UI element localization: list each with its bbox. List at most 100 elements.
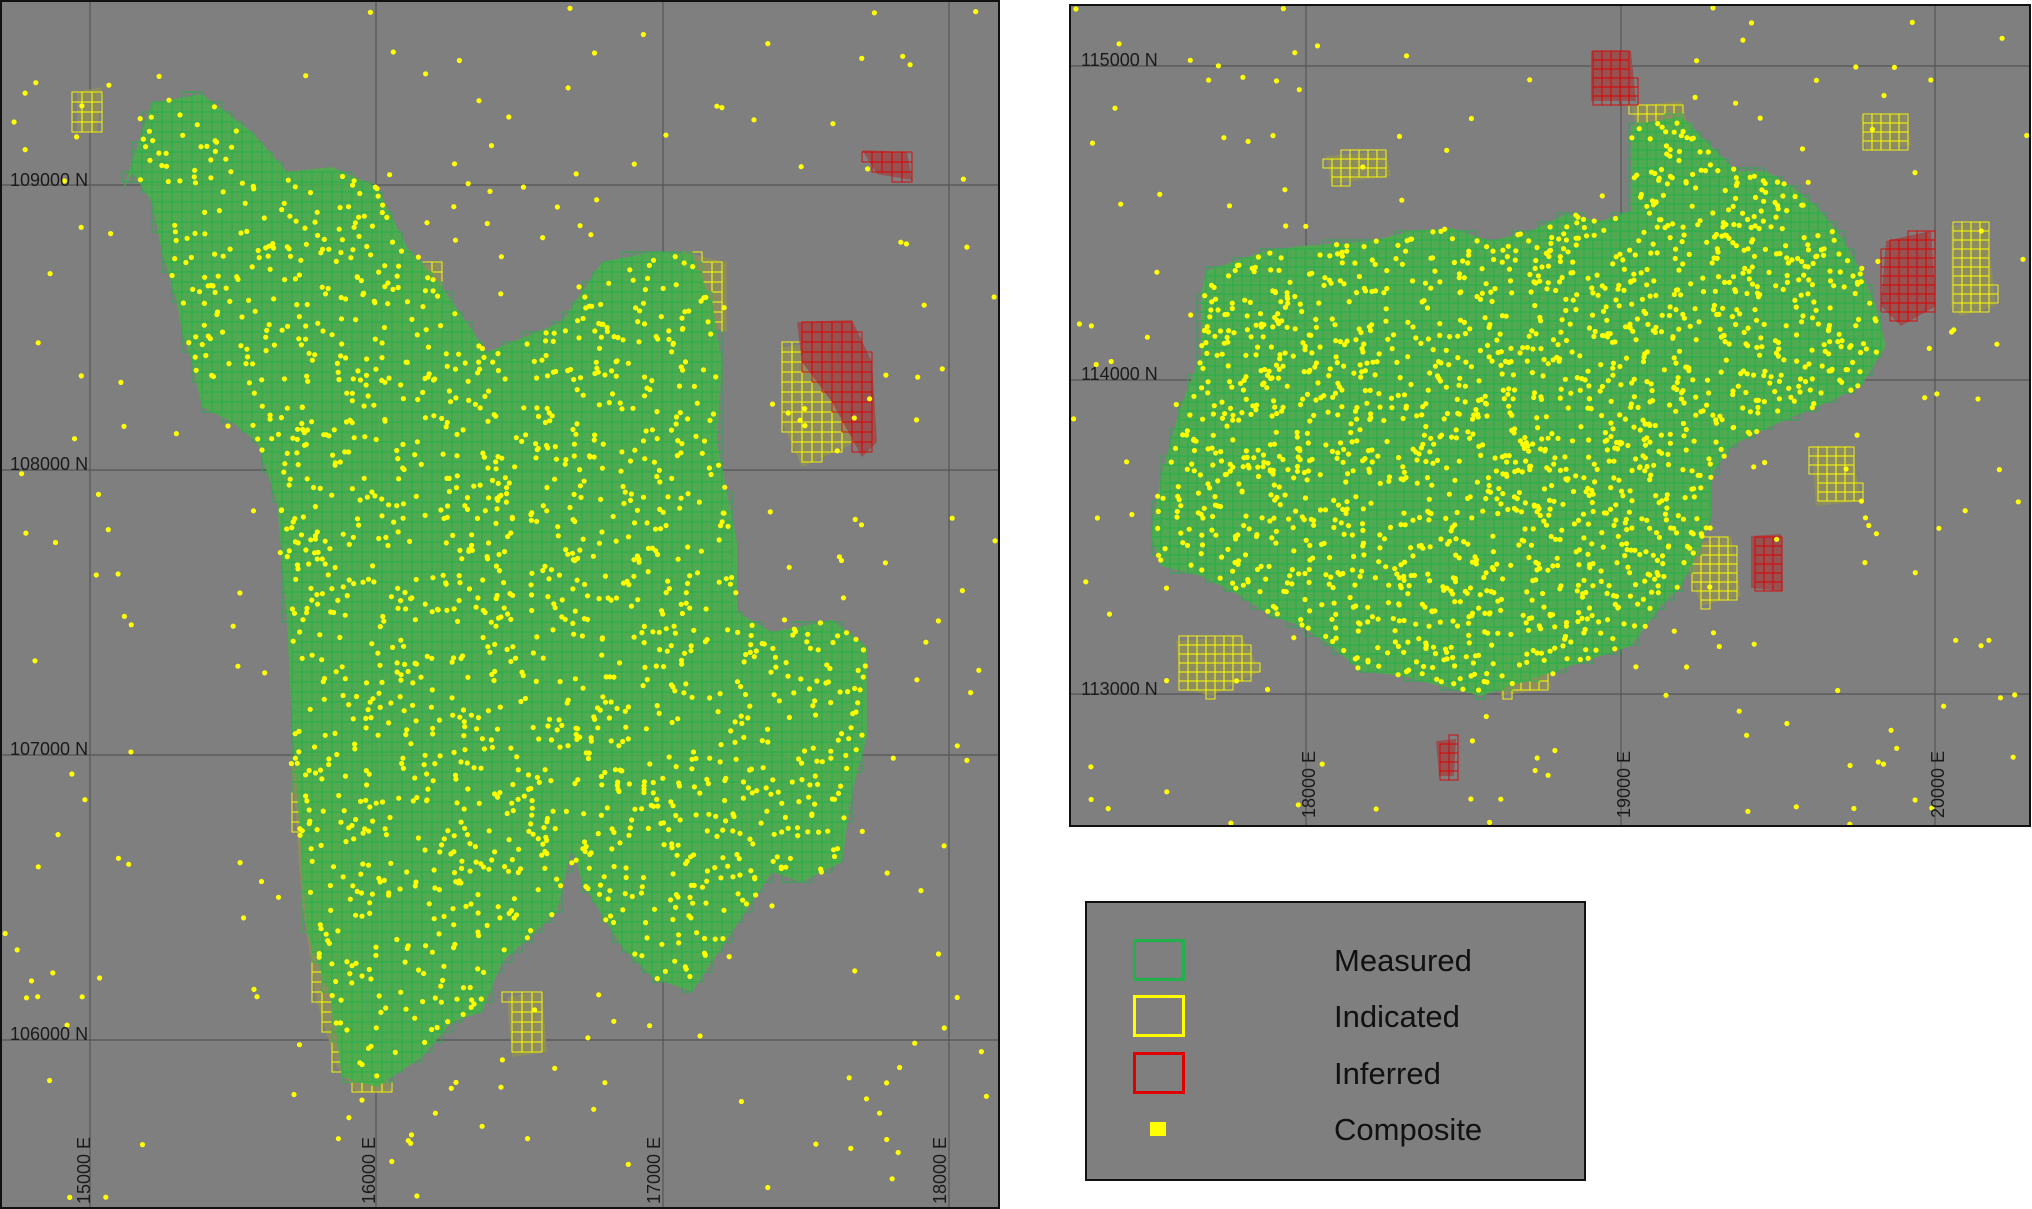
composite-sample xyxy=(330,864,337,870)
composite-sample xyxy=(400,465,406,471)
composite-sample xyxy=(159,162,165,169)
composite-sample xyxy=(772,654,779,660)
composite-sample xyxy=(380,202,386,208)
composite-sample xyxy=(727,581,734,587)
composite-sample xyxy=(454,431,460,437)
composite-sample xyxy=(297,629,303,635)
composite-sample xyxy=(319,556,325,562)
composite-sample xyxy=(604,805,611,811)
composite-sample xyxy=(689,766,695,772)
composite-sample xyxy=(294,302,300,308)
composite-sample xyxy=(495,351,501,357)
composite-sample xyxy=(285,323,291,329)
composite-sample xyxy=(423,943,429,949)
inferred-block-fill xyxy=(862,150,912,180)
composite-sample xyxy=(349,963,355,969)
composite-sample xyxy=(625,736,631,742)
composite-sample xyxy=(599,652,605,658)
composite-sample xyxy=(690,900,696,906)
composite-sample xyxy=(474,515,481,522)
composite-sample xyxy=(573,431,579,437)
composite-sample xyxy=(571,453,577,459)
composite-sample xyxy=(604,324,610,331)
composite-sample xyxy=(501,549,508,555)
composite-sample xyxy=(586,865,592,871)
composite-sample xyxy=(351,178,357,184)
composite-sample xyxy=(454,800,460,806)
indicated-block-cell xyxy=(531,1041,543,1053)
composite-sample xyxy=(289,525,295,531)
composite-sample xyxy=(810,745,816,751)
composite-sample xyxy=(422,415,428,421)
composite-sample xyxy=(509,857,515,863)
composite-sample xyxy=(513,655,519,661)
composite-sample xyxy=(680,367,686,373)
composite-sample xyxy=(550,808,556,814)
composite-sample xyxy=(485,418,491,424)
composite-sample xyxy=(713,374,719,380)
composite-sample xyxy=(687,973,693,980)
composite-sample xyxy=(693,433,699,439)
composite-sample xyxy=(396,263,402,269)
composite-sample xyxy=(387,814,393,821)
composite-sample xyxy=(841,815,847,821)
composite-sample xyxy=(609,846,615,852)
composite-sample xyxy=(363,680,370,686)
composite-sample xyxy=(436,887,442,893)
composite-sample xyxy=(379,513,385,519)
composite-sample xyxy=(530,831,536,837)
composite-sample xyxy=(691,882,697,889)
composite-sample xyxy=(400,441,406,447)
composite-sample xyxy=(285,177,291,183)
composite-sample xyxy=(443,540,449,546)
composite-sample xyxy=(598,301,604,307)
composite-sample xyxy=(493,520,499,527)
composite-sample xyxy=(191,174,197,180)
composite-sample xyxy=(322,291,329,297)
composite-sample xyxy=(706,811,712,817)
composite-sample xyxy=(529,570,535,576)
composite-sample xyxy=(796,799,802,805)
composite-sample xyxy=(481,746,487,752)
composite-sample xyxy=(613,595,620,601)
composite-sample xyxy=(640,683,646,689)
composite-sample xyxy=(438,323,444,329)
composite-sample xyxy=(598,812,605,818)
composite-sample xyxy=(430,575,436,581)
composite-sample xyxy=(455,618,461,625)
composite-sample xyxy=(571,376,577,383)
composite-sample xyxy=(672,958,678,964)
composite-sample xyxy=(489,857,495,863)
composite-sample xyxy=(414,332,420,338)
composite-sample xyxy=(422,601,428,607)
composite-sample xyxy=(300,514,306,520)
composite-sample xyxy=(363,372,370,378)
composite-sample xyxy=(451,749,457,756)
composite-sample xyxy=(533,441,539,447)
composite-sample xyxy=(810,703,816,709)
composite-sample xyxy=(575,318,581,324)
composite-sample xyxy=(675,556,681,562)
composite-sample xyxy=(629,817,635,823)
composite-sample xyxy=(352,746,358,752)
composite-sample xyxy=(271,296,277,302)
composite-sample xyxy=(373,952,379,959)
composite-sample xyxy=(369,223,375,229)
composite-sample xyxy=(315,320,321,326)
composite-sample xyxy=(146,128,152,134)
composite-sample xyxy=(694,400,700,406)
composite-sample xyxy=(580,536,586,542)
composite-sample xyxy=(422,288,428,294)
composite-sample xyxy=(381,618,387,624)
composite-sample xyxy=(306,767,312,774)
composite-sample xyxy=(233,128,239,134)
composite-sample xyxy=(359,973,365,979)
composite-sample xyxy=(529,798,535,804)
composite-sample xyxy=(814,678,820,684)
composite-sample xyxy=(381,324,387,331)
composite-sample xyxy=(480,450,486,456)
composite-sample xyxy=(208,175,214,181)
composite-sample xyxy=(304,798,310,804)
composite-sample xyxy=(172,229,178,235)
composite-sample xyxy=(688,643,694,649)
